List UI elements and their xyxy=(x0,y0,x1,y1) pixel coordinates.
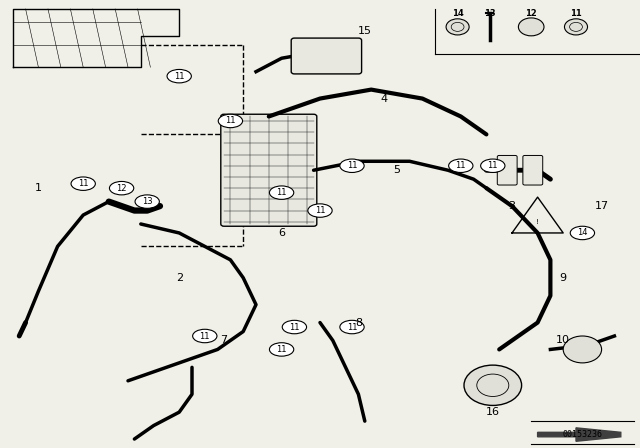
FancyBboxPatch shape xyxy=(497,155,517,185)
Ellipse shape xyxy=(71,177,95,190)
Text: 5: 5 xyxy=(394,165,400,175)
Text: 11: 11 xyxy=(289,323,300,332)
Ellipse shape xyxy=(481,159,505,172)
Text: 13: 13 xyxy=(484,9,495,18)
Ellipse shape xyxy=(308,204,332,217)
Polygon shape xyxy=(538,428,621,441)
Text: 11: 11 xyxy=(456,161,466,170)
Text: 6: 6 xyxy=(278,228,285,238)
Ellipse shape xyxy=(193,329,217,343)
Text: 11: 11 xyxy=(276,345,287,354)
Text: 11: 11 xyxy=(347,323,357,332)
Text: 11: 11 xyxy=(78,179,88,188)
Text: 4: 4 xyxy=(380,94,388,103)
Text: 11: 11 xyxy=(570,9,582,18)
Text: 12: 12 xyxy=(116,184,127,193)
Ellipse shape xyxy=(135,195,159,208)
Text: !: ! xyxy=(536,219,539,225)
Ellipse shape xyxy=(109,181,134,195)
Text: 7: 7 xyxy=(220,336,228,345)
Circle shape xyxy=(563,336,602,363)
Text: 11: 11 xyxy=(488,161,498,170)
Circle shape xyxy=(446,19,469,35)
Ellipse shape xyxy=(449,159,473,172)
Text: 8: 8 xyxy=(355,318,362,327)
Text: 00153236: 00153236 xyxy=(563,430,602,439)
Text: 13: 13 xyxy=(142,197,152,206)
Text: 12: 12 xyxy=(525,9,537,18)
FancyBboxPatch shape xyxy=(523,155,543,185)
Circle shape xyxy=(464,365,522,405)
Ellipse shape xyxy=(282,320,307,334)
Text: 17: 17 xyxy=(595,201,609,211)
Text: 15: 15 xyxy=(358,26,372,36)
Text: 14: 14 xyxy=(452,9,463,18)
Text: 11: 11 xyxy=(347,161,357,170)
Text: 16: 16 xyxy=(486,407,500,417)
Text: 11: 11 xyxy=(315,206,325,215)
Ellipse shape xyxy=(218,114,243,128)
Text: 11: 11 xyxy=(225,116,236,125)
Text: 3: 3 xyxy=(509,201,515,211)
Text: 10: 10 xyxy=(556,336,570,345)
Circle shape xyxy=(564,19,588,35)
Text: 11: 11 xyxy=(200,332,210,340)
FancyBboxPatch shape xyxy=(221,114,317,226)
Ellipse shape xyxy=(570,226,595,240)
Text: 11: 11 xyxy=(174,72,184,81)
FancyBboxPatch shape xyxy=(291,38,362,74)
Text: 11: 11 xyxy=(276,188,287,197)
Ellipse shape xyxy=(167,69,191,83)
Text: 9: 9 xyxy=(559,273,567,283)
Ellipse shape xyxy=(340,320,364,334)
Ellipse shape xyxy=(269,343,294,356)
Text: 14: 14 xyxy=(577,228,588,237)
Text: 2: 2 xyxy=(175,273,183,283)
Circle shape xyxy=(518,18,544,36)
Ellipse shape xyxy=(340,159,364,172)
Text: 1: 1 xyxy=(35,183,42,193)
Ellipse shape xyxy=(269,186,294,199)
